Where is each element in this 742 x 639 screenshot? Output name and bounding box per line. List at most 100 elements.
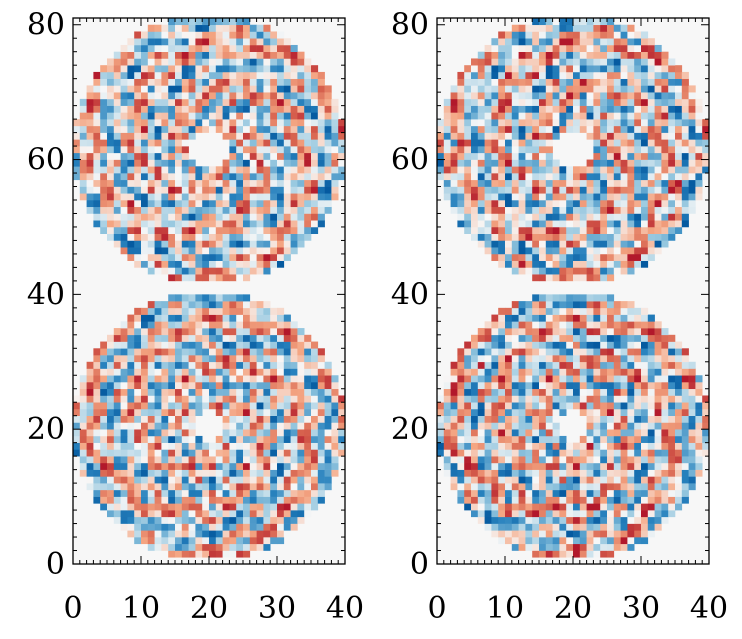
heatmap-cell bbox=[331, 375, 339, 383]
heatmap-cell bbox=[661, 78, 669, 86]
heatmap-cell bbox=[154, 31, 162, 39]
heatmap-cell bbox=[532, 301, 540, 309]
heatmap-cell bbox=[188, 92, 196, 100]
heatmap-cell bbox=[249, 543, 257, 551]
heatmap-cell bbox=[511, 24, 519, 32]
heatmap-cell bbox=[195, 179, 203, 187]
heatmap-cell bbox=[277, 334, 285, 342]
heatmap-cell bbox=[120, 119, 128, 127]
heatmap-cell bbox=[647, 456, 655, 464]
heatmap-cell bbox=[188, 537, 196, 545]
heatmap-cell bbox=[525, 435, 533, 443]
heatmap-cell bbox=[491, 44, 499, 52]
heatmap-cell bbox=[620, 213, 628, 221]
heatmap-cell bbox=[277, 442, 285, 450]
heatmap-cell bbox=[338, 402, 346, 410]
heatmap-cell bbox=[195, 328, 203, 336]
heatmap-cell bbox=[566, 233, 574, 241]
heatmap-cell bbox=[607, 226, 615, 234]
heatmap-cell bbox=[134, 98, 142, 106]
heatmap-cell bbox=[209, 530, 217, 538]
heatmap-cell bbox=[215, 341, 223, 349]
heatmap-cell bbox=[471, 206, 479, 214]
heatmap-cell bbox=[188, 301, 196, 309]
heatmap-cell bbox=[236, 328, 244, 336]
heatmap-cell bbox=[647, 166, 655, 174]
heatmap-cell bbox=[120, 71, 128, 79]
heatmap-cell bbox=[249, 321, 257, 329]
heatmap-cell bbox=[552, 179, 560, 187]
heatmap-cell bbox=[634, 44, 642, 52]
heatmap-cell bbox=[175, 382, 183, 390]
heatmap-cell bbox=[181, 361, 189, 369]
heatmap-cell bbox=[175, 226, 183, 234]
heatmap-cell bbox=[243, 537, 251, 545]
heatmap-cell bbox=[324, 85, 332, 93]
heatmap-cell bbox=[491, 186, 499, 194]
heatmap-cell bbox=[634, 125, 642, 133]
heatmap-cell bbox=[675, 489, 683, 497]
heatmap-cell bbox=[654, 334, 662, 342]
heatmap-cell bbox=[311, 449, 319, 457]
heatmap-cell bbox=[681, 415, 689, 423]
heatmap-cell bbox=[532, 355, 540, 363]
heatmap-cell bbox=[545, 294, 553, 302]
heatmap-cell bbox=[518, 503, 526, 511]
heatmap-cell bbox=[100, 388, 108, 396]
heatmap-cell bbox=[270, 206, 278, 214]
heatmap-cell bbox=[154, 361, 162, 369]
heatmap-cell bbox=[539, 456, 547, 464]
heatmap-cell bbox=[113, 483, 121, 491]
heatmap-cell bbox=[586, 247, 594, 255]
heatmap-cell bbox=[471, 395, 479, 403]
heatmap-cell bbox=[331, 105, 339, 113]
heatmap-cell bbox=[141, 449, 149, 457]
heatmap-cell bbox=[209, 537, 217, 545]
heatmap-cell bbox=[552, 186, 560, 194]
heatmap-cell bbox=[175, 456, 183, 464]
heatmap-cell bbox=[93, 361, 101, 369]
heatmap-cell bbox=[147, 92, 155, 100]
heatmap-cell bbox=[113, 395, 121, 403]
heatmap-cell bbox=[511, 213, 519, 221]
heatmap-cell bbox=[627, 368, 635, 376]
heatmap-cell bbox=[505, 92, 513, 100]
heatmap-cell bbox=[532, 294, 540, 302]
heatmap-cell bbox=[518, 179, 526, 187]
heatmap-cell bbox=[229, 496, 237, 504]
heatmap-cell bbox=[222, 382, 230, 390]
heatmap-cell bbox=[215, 456, 223, 464]
heatmap-cell bbox=[525, 334, 533, 342]
heatmap-cell bbox=[175, 355, 183, 363]
heatmap-cell bbox=[263, 496, 271, 504]
heatmap-cell bbox=[573, 186, 581, 194]
heatmap-cell bbox=[161, 301, 169, 309]
heatmap-cell bbox=[134, 307, 142, 315]
heatmap-cell bbox=[236, 355, 244, 363]
heatmap-cell bbox=[559, 476, 567, 484]
heatmap-cell bbox=[256, 422, 264, 430]
heatmap-cell bbox=[215, 71, 223, 79]
heatmap-cell bbox=[270, 429, 278, 437]
heatmap-cell bbox=[127, 449, 135, 457]
heatmap-cell bbox=[641, 213, 649, 221]
heatmap-cell bbox=[263, 78, 271, 86]
heatmap-cell bbox=[168, 44, 176, 52]
heatmap-cell bbox=[661, 422, 669, 430]
heatmap-cell bbox=[175, 193, 183, 201]
heatmap-cell bbox=[283, 44, 291, 52]
heatmap-cell bbox=[297, 119, 305, 127]
heatmap-cell bbox=[93, 368, 101, 376]
heatmap-cell bbox=[195, 200, 203, 208]
heatmap-cell bbox=[607, 139, 615, 147]
heatmap-cell bbox=[450, 429, 458, 437]
heatmap-cell bbox=[511, 125, 519, 133]
heatmap-cell bbox=[168, 483, 176, 491]
heatmap-cell bbox=[566, 31, 574, 39]
heatmap-cell bbox=[229, 334, 237, 342]
heatmap-cell bbox=[559, 31, 567, 39]
heatmap-cell bbox=[222, 388, 230, 396]
heatmap-cell bbox=[661, 442, 669, 450]
heatmap-cell bbox=[518, 119, 526, 127]
heatmap-cell bbox=[243, 415, 251, 423]
